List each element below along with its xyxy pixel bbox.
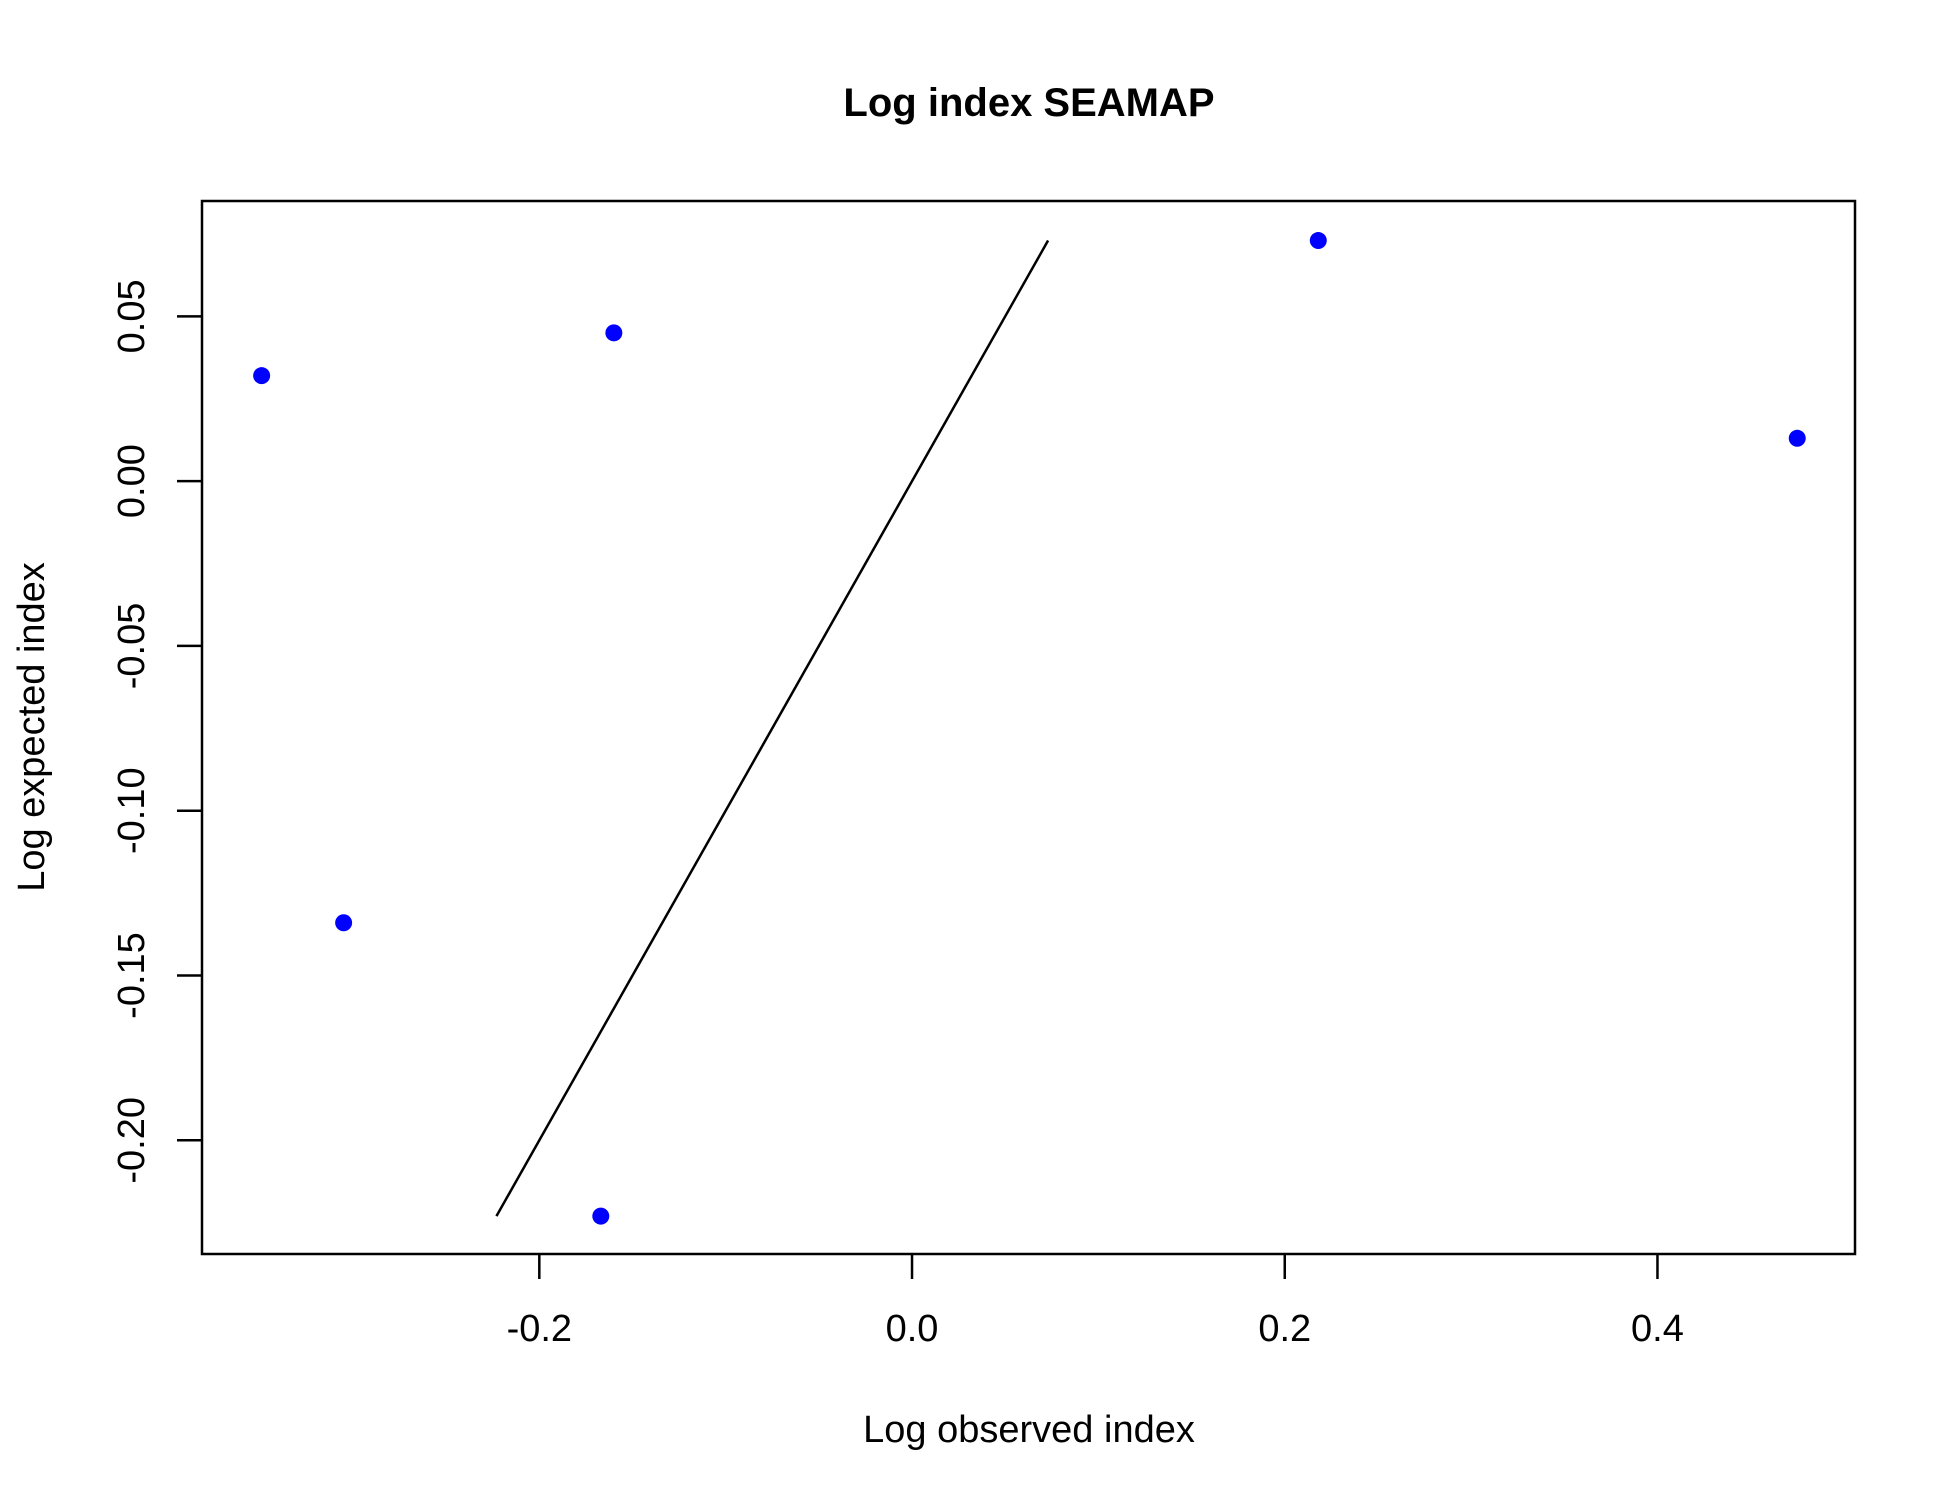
- y-tick-label: -0.15: [111, 932, 153, 1019]
- y-tick-label: -0.10: [111, 767, 153, 854]
- plot-frame: [200, 199, 1857, 1256]
- data-point: [1309, 232, 1327, 250]
- x-axis-label: Log observed index: [863, 1409, 1195, 1451]
- reference-line-group: [495, 239, 1050, 1217]
- x-tick-label: 0.0: [886, 1308, 939, 1350]
- y-tick-label: -0.05: [111, 603, 153, 690]
- data-point: [592, 1207, 610, 1225]
- y-tick-label: 0.05: [111, 279, 153, 353]
- data-point: [253, 367, 271, 385]
- x-tick-label: 0.4: [1631, 1308, 1684, 1350]
- y-axis: -0.20 -0.15 -0.10 -0.05 0.00 0.05: [111, 279, 202, 1184]
- data-point: [1788, 429, 1806, 447]
- y-tick-label: 0.00: [111, 444, 153, 518]
- reference-line: [495, 239, 1050, 1217]
- y-axis-label: Log expected index: [11, 562, 53, 892]
- x-tick-label: 0.2: [1258, 1308, 1311, 1350]
- data-point: [335, 914, 353, 932]
- data-points: [253, 232, 1806, 1225]
- data-point: [605, 324, 623, 342]
- x-axis: -0.2 0.0 0.2 0.4: [507, 1254, 1684, 1350]
- x-tick-label: -0.2: [507, 1308, 572, 1350]
- chart-title: Log index SEAMAP: [843, 81, 1214, 125]
- y-tick-label: -0.20: [111, 1097, 153, 1184]
